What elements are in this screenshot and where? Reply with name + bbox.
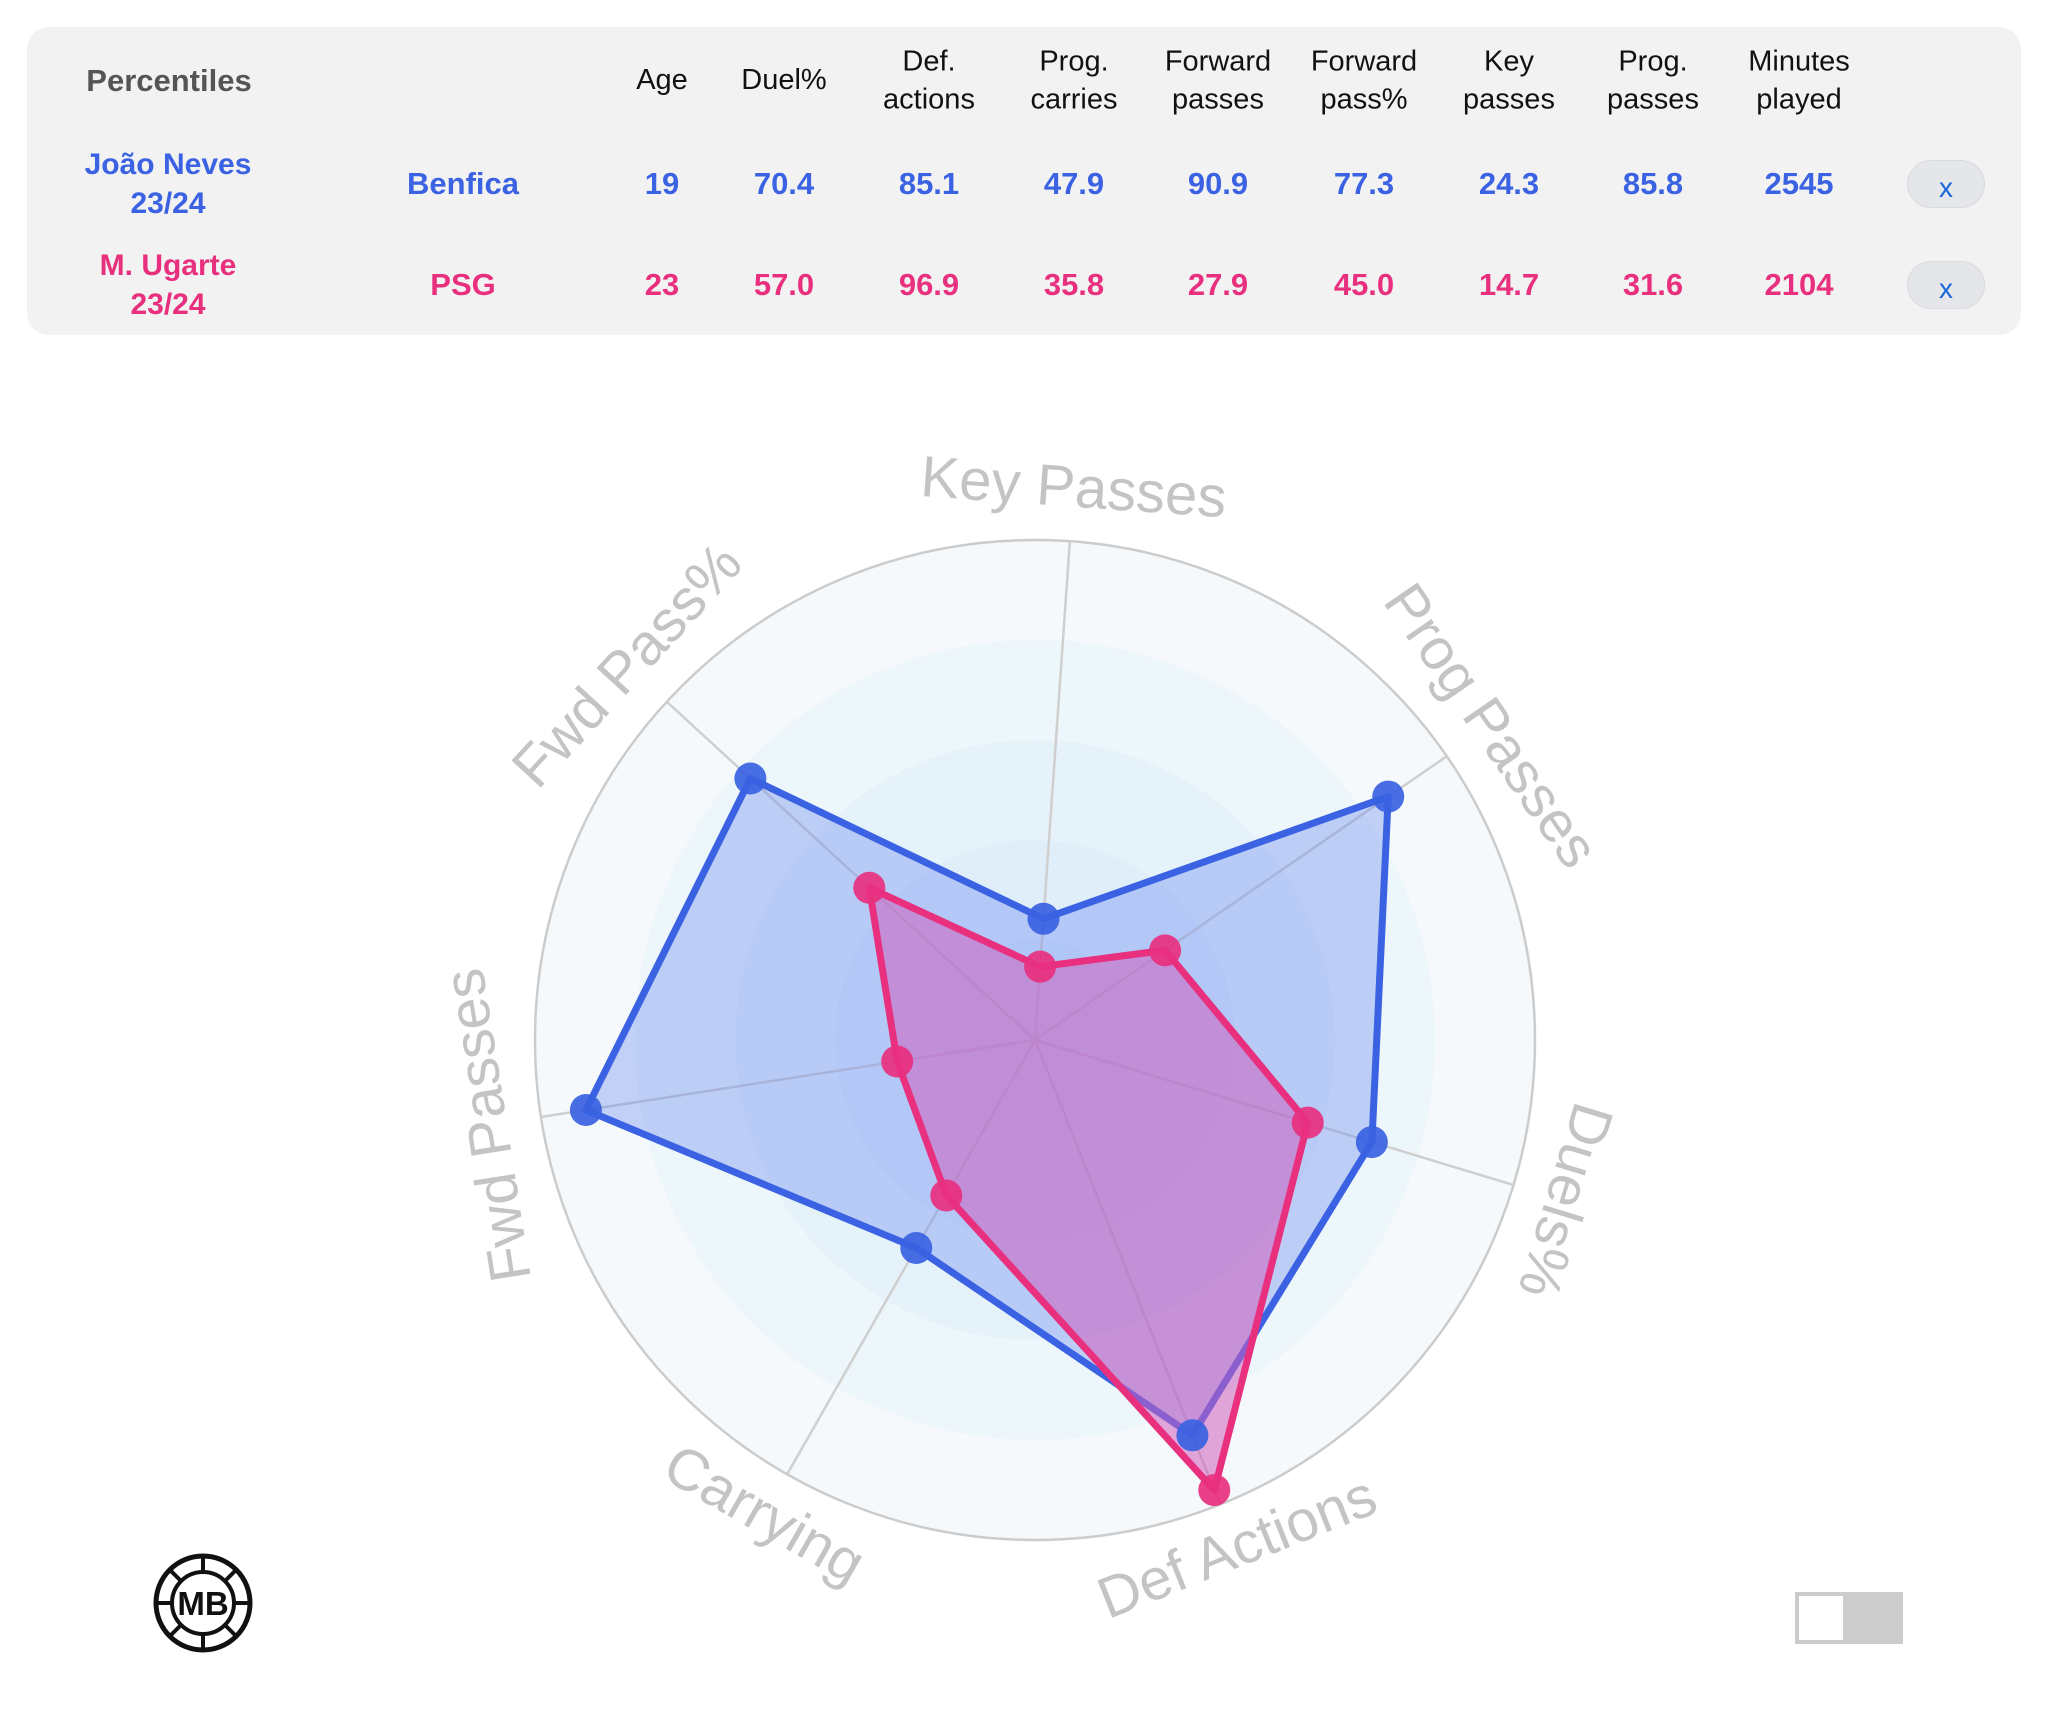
stat-value: 24.3 xyxy=(1478,165,1540,201)
column-header-line1: Forward xyxy=(1310,45,1418,78)
radar-data-point xyxy=(1372,780,1405,813)
column-header: Minutes played xyxy=(1748,43,1850,118)
radar-data-point xyxy=(1024,950,1057,983)
column-header-line2: carries xyxy=(1030,83,1118,115)
stat-value: 2104 xyxy=(1764,266,1834,302)
stat-value: 45.0 xyxy=(1333,266,1395,302)
stat-value: 14.7 xyxy=(1478,266,1540,302)
stat-value: 19 xyxy=(644,165,680,201)
column-header-line1: Def. xyxy=(902,45,956,78)
column-header: Forward passes xyxy=(1165,43,1271,118)
column-header-line1: Key xyxy=(1484,45,1534,78)
column-header: Duel% xyxy=(741,62,826,100)
stat-value: 47.9 xyxy=(1043,165,1105,201)
radar-data-point xyxy=(881,1045,914,1078)
player-name-cell: João Neves 23/24 xyxy=(85,145,252,223)
radar-data-point xyxy=(1355,1126,1388,1159)
stat-value: 31.6 xyxy=(1622,266,1684,302)
radar-series-area xyxy=(865,884,1312,1494)
stat-value: 77.3 xyxy=(1333,165,1395,201)
column-header-line1: Age xyxy=(636,64,688,97)
toggle-knob[interactable] xyxy=(1799,1596,1843,1640)
column-header: Prog. passes xyxy=(1607,43,1699,118)
column-header: Forward pass% xyxy=(1311,43,1417,118)
remove-player-button[interactable]: x xyxy=(1907,261,1985,309)
column-header-line2: passes xyxy=(1607,83,1699,115)
column-header-line2: passes xyxy=(1172,83,1264,115)
column-header-line2: pass% xyxy=(1320,83,1408,115)
player-team: PSG xyxy=(430,266,496,302)
column-header-line2: actions xyxy=(883,83,975,115)
radar-data-point xyxy=(734,762,767,795)
percentiles-panel xyxy=(27,27,2021,335)
player-team: Benfica xyxy=(407,165,519,201)
mb-logo: MB xyxy=(153,1553,253,1653)
stat-value: 57.0 xyxy=(753,266,815,302)
percentiles-label: Percentiles xyxy=(86,62,252,98)
radar-data-point xyxy=(1198,1474,1231,1507)
remove-player-button[interactable]: x xyxy=(1907,160,1985,208)
column-header-line1: Forward xyxy=(1164,45,1272,78)
column-header-line1: Prog. xyxy=(1618,45,1688,78)
player-season: 23/24 xyxy=(130,187,206,220)
radar-data-point xyxy=(1149,934,1182,967)
column-header-line1: Duel% xyxy=(741,64,827,97)
player-name: M. Ugarte xyxy=(99,249,237,282)
view-toggle[interactable] xyxy=(1795,1592,1903,1644)
radar-data-point xyxy=(930,1179,963,1212)
radar-data-point xyxy=(1027,902,1060,935)
column-header: Prog. carries xyxy=(1030,43,1117,118)
radar-data-point xyxy=(900,1232,933,1265)
radar-outer-ring xyxy=(533,538,1537,1542)
column-header: Age xyxy=(636,62,688,100)
stat-value: 27.9 xyxy=(1187,266,1249,302)
stat-value: 70.4 xyxy=(753,165,815,201)
player-name: João Neves xyxy=(84,148,252,181)
radar-data-point xyxy=(853,871,886,904)
radar-data-point xyxy=(569,1093,602,1126)
stat-value: 85.8 xyxy=(1622,165,1684,201)
stat-value: 23 xyxy=(644,266,680,302)
column-header-line2: passes xyxy=(1463,83,1555,115)
stat-value: 96.9 xyxy=(898,266,960,302)
column-header-line2: played xyxy=(1756,83,1842,115)
stat-value: 90.9 xyxy=(1187,165,1249,201)
column-header-line1: Prog. xyxy=(1039,45,1109,78)
radar-data-point xyxy=(1291,1106,1324,1139)
column-header-line1: Minutes xyxy=(1748,45,1850,78)
column-header: Def. actions xyxy=(883,43,975,118)
radar-data-point xyxy=(1176,1419,1209,1452)
player-season: 23/24 xyxy=(130,288,206,321)
stat-value: 85.1 xyxy=(898,165,960,201)
player-name-cell: M. Ugarte 23/24 xyxy=(100,246,237,324)
column-header: Key passes xyxy=(1463,43,1555,118)
radar-axis-label: Fwd Passes xyxy=(431,964,544,1286)
stat-value: 35.8 xyxy=(1043,266,1105,302)
radar-axis-label: Key Passes xyxy=(919,444,1229,530)
stat-value: 2545 xyxy=(1764,165,1834,201)
logo-text: MB xyxy=(177,1585,228,1622)
